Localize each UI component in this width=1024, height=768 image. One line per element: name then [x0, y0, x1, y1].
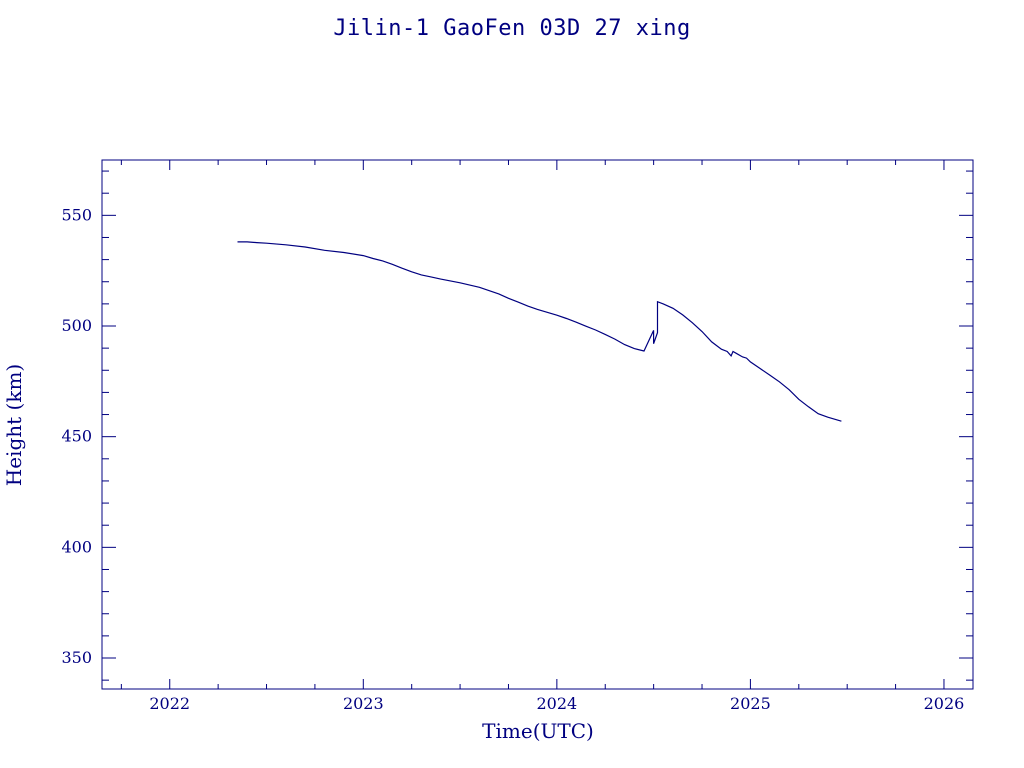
- tick-labels: 2022 2023 2024 2025 2026 350 400 450 500 550: [61, 205, 964, 713]
- plot-frame: [101, 159, 974, 690]
- x-tick-label: 2024: [536, 694, 577, 713]
- y-tick-label: 500: [61, 316, 92, 335]
- y-axis-label: Height (km): [2, 364, 26, 486]
- chart-title: Jilin-1 GaoFen 03D 27 xing: [333, 16, 691, 41]
- x-tick-label: 2025: [730, 694, 771, 713]
- x-tick-label: 2022: [149, 694, 190, 713]
- x-axis-label: Time(UTC): [482, 719, 594, 743]
- y-tick-label: 450: [61, 427, 92, 446]
- x-tick-label: 2023: [343, 694, 384, 713]
- tick-marks: [102, 160, 973, 689]
- y-tick-label: 350: [61, 648, 92, 667]
- series-line: [237, 241, 842, 422]
- x-tick-label: 2026: [924, 694, 965, 713]
- y-tick-label: 400: [61, 537, 92, 556]
- y-tick-label: 550: [61, 205, 92, 224]
